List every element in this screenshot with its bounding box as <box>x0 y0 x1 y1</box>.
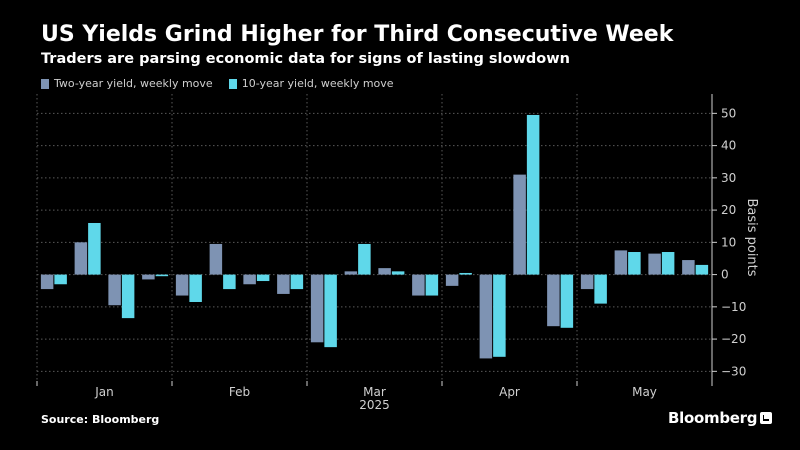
y-tick-label: 40 <box>721 139 736 153</box>
y-tick-label: −10 <box>721 300 746 314</box>
x-tick-label: Mar <box>363 385 386 399</box>
bar-two-year <box>344 271 358 275</box>
bar-ten-year <box>425 274 439 296</box>
y-tick-label: 20 <box>721 203 736 217</box>
chart-title: US Yields Grind Higher for Third Consecu… <box>41 22 674 47</box>
bar-two-year <box>277 274 290 294</box>
bar-ten-year <box>88 222 101 275</box>
bar-ten-year <box>628 252 641 275</box>
bar-two-year <box>243 274 256 285</box>
bar-two-year <box>513 174 526 275</box>
bar-two-year <box>682 260 695 275</box>
legend-label-ten-year: 10-year yield, weekly move <box>241 77 394 90</box>
bar-ten-year <box>290 274 304 290</box>
bar-ten-year <box>189 274 202 302</box>
bar-two-year <box>445 274 459 286</box>
bar-ten-year <box>256 274 270 282</box>
legend-item-two-year: Two-year yield, weekly move <box>41 77 213 90</box>
bar-ten-year <box>155 274 169 277</box>
bar-two-year <box>209 243 223 275</box>
legend-swatch-ten-year <box>228 78 237 89</box>
bar-two-year <box>412 274 425 296</box>
legend: Two-year yield, weekly move 10-year yiel… <box>41 77 410 90</box>
y-tick-label: 30 <box>721 171 736 185</box>
bar-two-year <box>108 274 121 306</box>
y-tick-label: 10 <box>721 235 736 249</box>
bar-ten-year <box>560 274 574 328</box>
x-tick-label: May <box>632 385 657 399</box>
y-tick-label: 0 <box>721 268 729 282</box>
bar-ten-year <box>324 274 337 348</box>
bar-two-year <box>310 274 324 343</box>
x-tick-label: Apr <box>499 385 520 399</box>
brand-name: Bloomberg <box>668 409 758 427</box>
y-tick-label: −20 <box>721 332 746 346</box>
bar-two-year <box>142 274 155 280</box>
bar-two-year <box>648 253 661 275</box>
bar-ten-year <box>695 264 709 275</box>
bar-two-year <box>175 274 189 296</box>
chart-subtitle: Traders are parsing economic data for si… <box>41 51 570 67</box>
bar-ten-year <box>223 274 236 290</box>
bar-ten-year <box>391 271 405 275</box>
bar-ten-year <box>526 114 540 275</box>
source-note: Source: Bloomberg <box>41 413 160 426</box>
x-year-label: 2025 <box>359 398 390 412</box>
y-axis-title: Basis points <box>744 198 759 276</box>
bar-ten-year <box>358 243 371 275</box>
bloomberg-badge-icon <box>760 412 773 424</box>
bar-ten-year <box>661 252 675 275</box>
bar-ten-year <box>459 272 472 275</box>
bloomberg-logo: Bloomberg <box>668 409 773 427</box>
x-tick-label: Feb <box>229 385 250 399</box>
bar-ten-year <box>121 274 135 319</box>
bar-two-year <box>614 250 628 275</box>
bar-two-year <box>40 274 54 290</box>
bar-two-year <box>547 274 560 327</box>
bar-ten-year <box>54 274 67 285</box>
x-tick-label: Jan <box>94 385 114 399</box>
bar-two-year <box>378 268 391 275</box>
legend-label-two-year: Two-year yield, weekly move <box>54 77 213 90</box>
bar-two-year <box>580 274 594 290</box>
legend-item-ten-year: 10-year yield, weekly move <box>228 77 394 90</box>
bar-ten-year <box>493 274 506 357</box>
y-tick-label: 50 <box>721 106 736 120</box>
bar-two-year <box>479 274 493 359</box>
bar-ten-year <box>594 274 607 304</box>
bar-two-year <box>74 242 88 275</box>
y-tick-label: −30 <box>721 364 746 378</box>
legend-swatch-two-year <box>41 78 49 89</box>
